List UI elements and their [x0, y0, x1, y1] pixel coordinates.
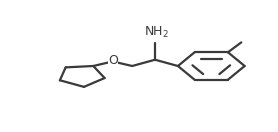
Text: NH$_2$: NH$_2$ [144, 25, 169, 40]
Text: O: O [108, 54, 118, 67]
